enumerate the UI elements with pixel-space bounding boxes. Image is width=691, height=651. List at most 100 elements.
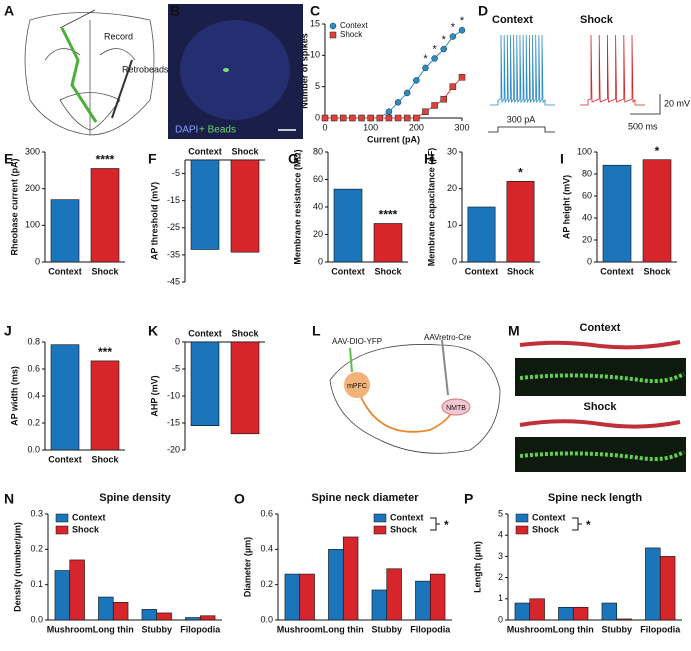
y-tick-label: 4: [498, 530, 503, 540]
y-tick-label: 5: [498, 508, 503, 518]
label-scale-t: 500 ms: [628, 121, 658, 131]
y-tick-label: 20: [582, 234, 592, 244]
y-tick-label: 0.8: [27, 336, 40, 346]
panel-letter: L: [312, 323, 321, 339]
x-tick-label: Shock: [507, 266, 535, 276]
significance: *: [460, 15, 465, 27]
significance: *: [444, 518, 449, 532]
legend-label: Context: [532, 512, 566, 522]
point: [431, 55, 438, 62]
bar: [371, 589, 388, 621]
bar: [50, 199, 80, 263]
point: [458, 74, 466, 81]
x-tick-label: Stubby: [372, 624, 403, 634]
legend-swatch: [515, 513, 529, 523]
dendrite-image-shock: [519, 450, 685, 462]
x-tick-label: Mushroom: [47, 624, 93, 634]
y-tick-label: 0.0: [30, 614, 43, 624]
bar: [328, 549, 344, 621]
label-virus1: AAV-DIO-YFP: [332, 337, 382, 346]
significance: *: [518, 166, 523, 180]
label-record: Record: [104, 31, 133, 41]
label-context: Context: [492, 14, 533, 26]
y-tick-label: 30: [447, 146, 457, 156]
bar: [156, 612, 172, 621]
current-step: [488, 126, 555, 133]
panel-letter: A: [4, 3, 14, 19]
bar: [645, 547, 661, 621]
bar: [659, 556, 676, 621]
y-tick-label: -25: [167, 222, 180, 232]
y-axis-label: AP width (ms): [9, 366, 19, 426]
label-m-shock: Shock: [583, 401, 617, 413]
x-tick-label: Context: [188, 328, 222, 338]
bar: [467, 206, 496, 263]
y-tick-label: 0: [315, 112, 320, 122]
bar: [514, 602, 531, 621]
significance: *: [432, 43, 437, 55]
chart-title: Spine neck diameter: [312, 492, 420, 504]
x-tick-label: Shock: [374, 266, 402, 276]
y-tick-label: 100: [577, 146, 592, 156]
legend-label: Context: [72, 512, 106, 522]
y-tick-label: 10: [447, 220, 457, 230]
point: [458, 27, 466, 34]
point: [349, 114, 356, 122]
x-tick-label: 100: [363, 122, 378, 132]
significance: *: [423, 53, 428, 65]
y-tick-label: -10: [167, 390, 180, 400]
y-tick-label: 0: [35, 256, 40, 266]
bar: [98, 596, 114, 621]
bar: [50, 344, 80, 451]
y-tick-label: 0.6: [260, 508, 273, 518]
x-tick-label: Context: [331, 266, 365, 276]
y-tick-label: 0: [175, 336, 180, 346]
y-tick-label: -45: [167, 276, 180, 286]
y-tick-label: 40: [582, 212, 592, 222]
x-tick-label: 200: [409, 122, 424, 132]
y-tick-label: 0.0: [27, 444, 40, 454]
x-tick-label: Context: [465, 266, 499, 276]
y-tick-label: 20: [447, 183, 457, 193]
y-tick-label: -15: [167, 417, 180, 427]
panel-letter: B: [170, 3, 180, 19]
series-line: [325, 76, 463, 119]
point: [403, 89, 411, 97]
y-tick-label: 5: [315, 81, 320, 91]
bar: [342, 536, 359, 621]
significance: ****: [96, 153, 115, 167]
point: [413, 114, 420, 122]
x-tick-label: Context: [48, 266, 82, 276]
bar: [373, 223, 403, 263]
y-tick-label: 0.3: [30, 508, 43, 518]
y-tick-label: 20: [313, 229, 323, 239]
x-tick-label: Shock: [643, 266, 671, 276]
y-axis-label: Diameter (µm): [242, 537, 252, 597]
label-retrobeads: Retrobeads: [122, 64, 169, 74]
label-shock: Shock: [580, 14, 614, 26]
bar: [386, 568, 402, 621]
bar: [602, 164, 632, 263]
label-dapi: DAPI: [175, 125, 198, 136]
y-tick-label: 60: [313, 174, 323, 184]
panel-letter: C: [310, 3, 320, 19]
panel-letter: E: [4, 151, 13, 167]
significance: *: [655, 144, 660, 158]
point: [440, 95, 447, 103]
x-tick-label: Context: [188, 146, 222, 156]
y-tick-label: 300: [25, 146, 40, 156]
y-tick-label: 0.2: [260, 579, 273, 589]
legend-label: Context: [390, 512, 424, 522]
legend-label: Shock: [532, 524, 560, 534]
trace-shock: [580, 34, 645, 106]
legend-swatch: [515, 525, 529, 535]
y-tick-label: 0.0: [260, 614, 273, 624]
x-axis-label: Current (pA): [367, 134, 420, 144]
bar: [415, 580, 431, 621]
label-scale-v: 20 mV: [664, 98, 690, 108]
y-axis-label: Number of spikes: [299, 33, 309, 109]
panel-letter: K: [148, 323, 158, 339]
x-tick-label: Stubby: [142, 624, 173, 634]
